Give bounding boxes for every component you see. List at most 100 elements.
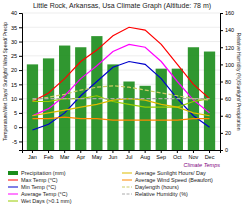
- tick: 15: [11, 82, 22, 88]
- bar: [107, 64, 118, 150]
- tick-label: 100: [225, 62, 234, 68]
- legend-item: Relative Humidity (%): [122, 191, 188, 197]
- tick: 40: [11, 10, 22, 16]
- legend-swatch: [8, 187, 18, 188]
- tick-label: 0: [14, 124, 17, 130]
- tick: 0: [14, 124, 22, 130]
- legend-swatch: [8, 194, 18, 195]
- tick-label: 20: [11, 67, 17, 73]
- tick-label: Nov: [189, 154, 199, 160]
- legend-item: Precipitation (mm): [8, 170, 66, 176]
- legend-label: Daylength (hours): [135, 184, 179, 190]
- tick: 40: [220, 113, 231, 119]
- tick-label: 160: [225, 10, 234, 16]
- tick-mark: [32, 150, 33, 153]
- tick-mark: [19, 141, 22, 142]
- legend-item: Average Temp (°C): [8, 191, 68, 197]
- axis: 020406080100120140160: [220, 10, 234, 153]
- tick: 20: [220, 130, 231, 136]
- legend-label: Max Temp (°C): [21, 177, 58, 183]
- tick-label: 15: [11, 82, 17, 88]
- line: [32, 98, 209, 99]
- tick-mark: [112, 150, 113, 153]
- line: [32, 99, 209, 116]
- bar: [204, 52, 215, 150]
- tick: Feb: [44, 150, 53, 160]
- tick-label: Oct: [173, 154, 182, 160]
- tick-mark: [19, 84, 22, 85]
- line: [32, 44, 209, 115]
- tick-mark: [220, 133, 223, 134]
- tick-label: 140: [225, 27, 234, 33]
- tick-mark: [220, 116, 223, 117]
- legend-swatch: [8, 180, 18, 181]
- tick-mark: [19, 56, 22, 57]
- tick-label: Apr: [76, 154, 85, 160]
- axis-line: [221, 14, 224, 151]
- tick-mark: [19, 113, 22, 114]
- tick-label: 20: [225, 130, 231, 136]
- tick: Mar: [60, 150, 70, 160]
- tick: Dec: [205, 150, 215, 160]
- tick-mark: [19, 99, 22, 100]
- legend-swatch: [122, 187, 132, 188]
- tick-mark: [19, 127, 22, 128]
- bar: [59, 46, 70, 150]
- tick-label: 80: [225, 79, 231, 85]
- legend-swatch: [122, 180, 132, 181]
- tick-label: 40: [225, 113, 231, 119]
- tick-label: 25: [11, 53, 17, 59]
- tick-mark: [145, 150, 146, 153]
- legend-item: Wet Days (>0.1 mm): [8, 198, 72, 204]
- tick-mark: [80, 150, 81, 153]
- tick-label: 0: [225, 147, 228, 153]
- tick-mark: [220, 47, 223, 48]
- line: [32, 117, 209, 120]
- tick: 60: [220, 96, 231, 102]
- legend-label: Precipitation (mm): [21, 170, 66, 176]
- tick: Sep: [156, 150, 166, 160]
- line: [32, 62, 209, 131]
- tick-label: Sep: [156, 154, 166, 160]
- axis-title: Relative Humidity (%)/Sunlight/ Precipit…: [236, 33, 242, 131]
- bar: [156, 69, 167, 150]
- legend-label: Min Temp (°C): [21, 184, 56, 190]
- tick: 25: [11, 53, 22, 59]
- legend-swatch: [122, 194, 132, 195]
- annotation: Climate Temps: [184, 162, 221, 168]
- tick: 35: [11, 25, 22, 31]
- tick: 160: [220, 10, 234, 16]
- legend-item: Average Wind Speed (Beaufort): [122, 177, 213, 183]
- tick-label: May: [92, 154, 103, 160]
- tick-label: Mar: [60, 154, 70, 160]
- legend-item: Daylength (hours): [122, 184, 179, 190]
- bar-series: [27, 36, 215, 150]
- chart-svg: -50510152025303540020406080100120140160J…: [0, 0, 244, 206]
- tick-label: Aug: [140, 154, 150, 160]
- tick-label: 40: [11, 10, 17, 16]
- axis: -50510152025303540: [11, 10, 23, 150]
- tick-mark: [209, 150, 210, 153]
- tick-mark: [161, 150, 162, 153]
- legend-label: Average Wind Speed (Beaufort): [135, 177, 213, 183]
- bar: [140, 86, 151, 150]
- legend-item: Average Sunlight Hours/ Day: [122, 170, 206, 176]
- tick-label: 60: [225, 96, 231, 102]
- tick: Nov: [189, 150, 199, 160]
- tick: 10: [11, 96, 22, 102]
- tick: May: [92, 150, 103, 160]
- tick: Jun: [109, 150, 118, 160]
- tick: Oct: [173, 150, 182, 160]
- chart-container: -50510152025303540020406080100120140160J…: [0, 0, 244, 206]
- tick-mark: [48, 150, 49, 153]
- tick: Aug: [140, 150, 150, 160]
- legend-swatch: [8, 171, 18, 175]
- grid-line: [22, 27, 220, 28]
- legend-item: Max Temp (°C): [8, 177, 58, 183]
- tick-label: Jun: [109, 154, 118, 160]
- tick: Apr: [76, 150, 85, 160]
- title: Little Rock, Arkansas, Usa Climate Graph…: [33, 2, 211, 10]
- tick-mark: [220, 13, 223, 14]
- tick-label: 5: [14, 110, 17, 116]
- bar: [27, 64, 38, 150]
